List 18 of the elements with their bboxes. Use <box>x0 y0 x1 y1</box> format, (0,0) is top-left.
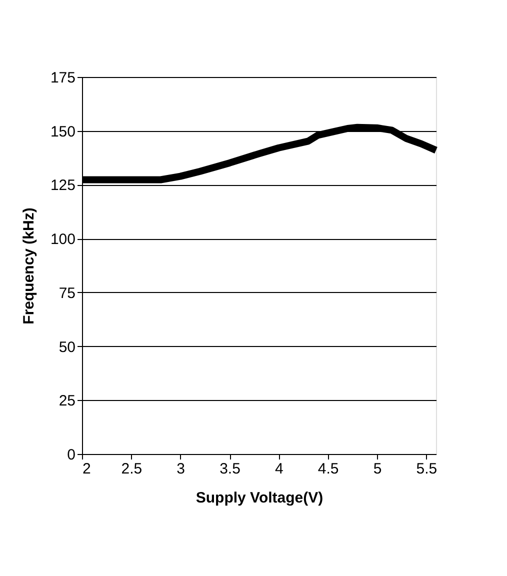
x-tick-label: 4.5 <box>318 460 339 478</box>
y-tick-label: 125 <box>50 177 76 194</box>
x-tick-label: 3 <box>176 460 186 478</box>
y-tick-label: 150 <box>50 123 76 140</box>
x-tick-label: 4 <box>274 460 284 478</box>
y-tick-label: 175 <box>50 70 76 86</box>
x-axis-title: Supply Voltage(V) <box>196 490 324 506</box>
x-tick-label: 5.5 <box>416 460 438 478</box>
x-tick-label: 5 <box>373 460 382 478</box>
y-tick-label: 0 <box>67 446 76 464</box>
x-tick-label: 3.5 <box>220 460 240 478</box>
y-tick-label: 100 <box>50 231 76 248</box>
y-axis-title: Frequency (kHz) <box>20 208 38 324</box>
x-tick-label: 2.5 <box>121 460 142 478</box>
y-tick-label: 50 <box>58 338 76 356</box>
y-tick-label: 25 <box>58 392 76 410</box>
y-tick-label: 75 <box>58 284 76 302</box>
x-tick-label: 2 <box>82 460 91 478</box>
